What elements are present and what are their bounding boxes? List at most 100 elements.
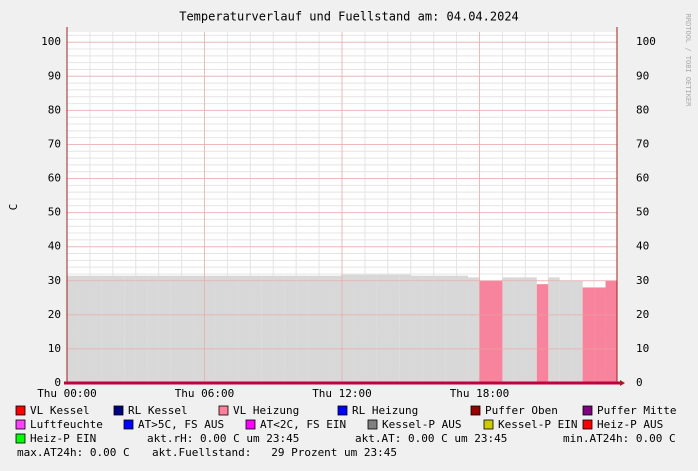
area-step — [525, 277, 537, 383]
legend-label: Kessel-P AUS — [382, 418, 461, 431]
area-step — [112, 275, 125, 383]
y-tick-label: 20 — [48, 308, 61, 321]
area-step — [135, 275, 148, 383]
x-tick-label: Thu 12:00 — [312, 387, 372, 400]
legend-note: akt.rH: 0.00 C um 23:45 — [147, 432, 299, 445]
area-step — [490, 280, 503, 383]
area-step — [376, 274, 388, 383]
legend-swatch — [470, 405, 481, 416]
area-step — [181, 275, 194, 383]
area-step — [342, 274, 354, 383]
legend-note: akt.AT: 0.00 C um 23:45 — [355, 432, 507, 445]
legend-swatch — [367, 419, 378, 430]
area-step — [513, 277, 526, 383]
area-step — [594, 287, 606, 383]
y2-tick-label: 50 — [636, 206, 649, 219]
y2-tick-label: 20 — [636, 308, 649, 321]
legend-note: max.AT24h: 0.00 C — [17, 446, 130, 459]
area-step — [571, 280, 583, 383]
legend-swatch — [245, 419, 256, 430]
area-step — [193, 275, 205, 383]
y2-tick-label: 10 — [636, 342, 649, 355]
legend-label: RL Heizung — [352, 404, 418, 417]
area-step — [67, 275, 79, 383]
legend-label: Luftfeuchte — [30, 418, 103, 431]
legend-label: AT>5C, FS AUS — [138, 418, 224, 431]
area-step — [170, 275, 182, 383]
area-step — [147, 275, 159, 383]
area-step — [273, 275, 285, 383]
area-step — [456, 275, 469, 383]
legend-label: VL Heizung — [233, 404, 299, 417]
area-step — [319, 275, 331, 383]
area-step — [548, 277, 560, 383]
legend-label: Heiz-P AUS — [597, 418, 663, 431]
y-tick-label: 60 — [48, 172, 61, 185]
legend-swatch — [582, 405, 593, 416]
legend-label: RL Kessel — [128, 404, 188, 417]
area-step — [330, 275, 342, 383]
y2-tick-label: 80 — [636, 103, 649, 116]
area-step — [261, 275, 274, 383]
area-step — [410, 275, 423, 383]
legend-swatch — [15, 419, 26, 430]
x-tick-label: Thu 06:00 — [175, 387, 235, 400]
y-tick-label: 50 — [48, 206, 61, 219]
area-step — [536, 284, 549, 383]
y2-tick-label: 40 — [636, 240, 649, 253]
legend-swatch — [483, 419, 494, 430]
area-step — [502, 277, 514, 383]
chart-title: Temperaturverlauf und Fuellstand am: 04.… — [179, 10, 519, 24]
y2-tick-label: 90 — [636, 69, 649, 82]
x-axis-arrow — [620, 380, 625, 386]
area-step — [468, 277, 480, 383]
legend-swatch — [582, 419, 593, 430]
y-tick-label: 80 — [48, 103, 61, 116]
area-step — [204, 275, 216, 383]
area-step — [364, 274, 377, 383]
area-step — [250, 275, 262, 383]
area-step — [559, 280, 572, 383]
legend-swatch — [15, 433, 26, 444]
legend-note: akt.Fuellstand: 29 Prozent um 23:45 — [152, 446, 397, 459]
area-step — [387, 274, 400, 383]
area-step — [433, 275, 446, 383]
y2-tick-label: 70 — [636, 137, 649, 150]
legend-label: AT<2C, FS EIN — [260, 418, 346, 431]
y-tick-label: 10 — [48, 342, 61, 355]
area-step — [307, 275, 320, 383]
y-tick-label: 70 — [48, 137, 61, 150]
area-step — [124, 275, 136, 383]
y-tick-label: 100 — [41, 35, 61, 48]
legend-swatch — [123, 419, 134, 430]
area-step — [89, 275, 102, 383]
legend-swatch — [337, 405, 348, 416]
area-step — [353, 274, 365, 383]
legend-label: Heiz-P EIN — [30, 432, 96, 445]
legend-note: min.AT24h: 0.00 C — [563, 432, 676, 445]
area-step — [284, 275, 297, 383]
y-tick-label: 0 — [54, 376, 61, 389]
area-step — [422, 275, 434, 383]
y-tick-label: 40 — [48, 240, 61, 253]
legend-label: Kessel-P EIN — [498, 418, 577, 431]
area-step — [101, 275, 113, 383]
area-step — [215, 275, 228, 383]
area-step — [158, 275, 171, 383]
area-step — [238, 275, 251, 383]
area-step — [227, 275, 239, 383]
legend-swatch — [15, 405, 26, 416]
area-step — [582, 287, 595, 383]
y-tick-label: 30 — [48, 274, 61, 287]
legend-swatch — [113, 405, 124, 416]
area-step — [605, 280, 617, 383]
y2-tick-label: 30 — [636, 274, 649, 287]
area-step — [296, 275, 308, 383]
y-tick-label: 90 — [48, 69, 61, 82]
area-step — [445, 275, 457, 383]
legend-label: Puffer Mitte — [597, 404, 676, 417]
area-step — [399, 274, 411, 383]
y2-tick-label: 100 — [636, 35, 656, 48]
